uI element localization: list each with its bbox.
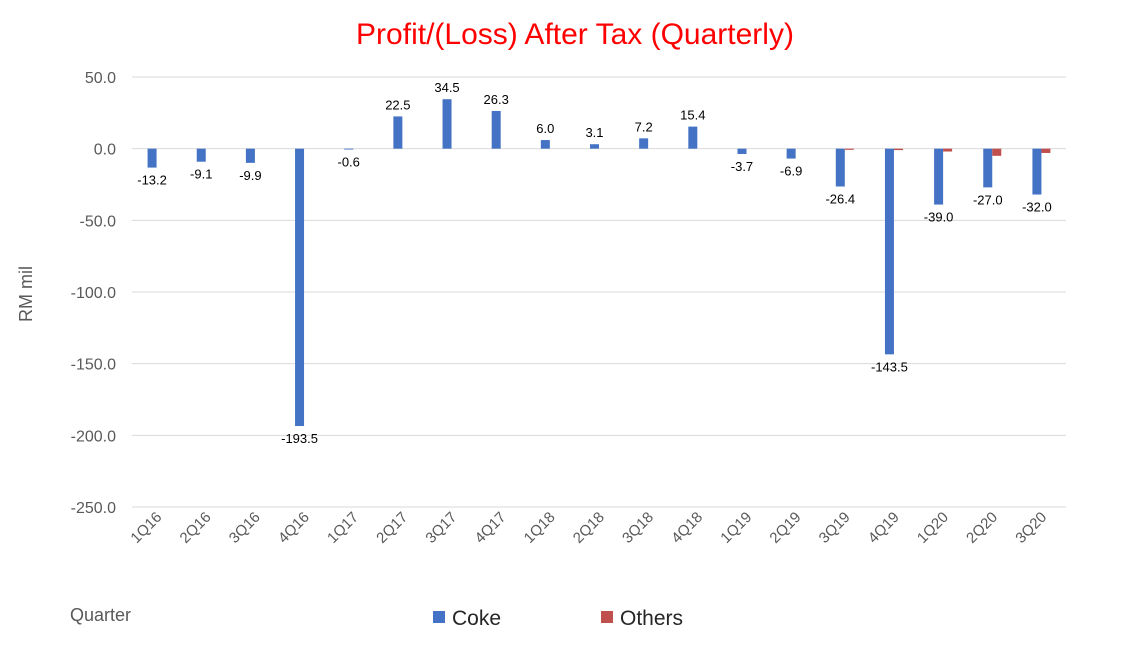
data-label: -143.5 <box>871 359 908 374</box>
x-axis-title: Quarter <box>70 605 131 625</box>
x-axis-labels: 1Q16 2Q16 3Q16 4Q16 1Q17 2Q17 3Q17 4Q17 1Q18 2Q18… <box>127 509 1050 547</box>
x-tick-label: 1Q16 <box>127 509 165 547</box>
x-tick-label: 2Q17 <box>373 509 411 547</box>
x-tick-label: 4Q16 <box>275 509 313 547</box>
bar-others-3q19 <box>844 148 854 150</box>
bars <box>147 99 1051 427</box>
bar-coke-4q18 <box>688 126 698 149</box>
bar-coke-1q17 <box>344 148 354 150</box>
data-label: 15.4 <box>680 108 705 123</box>
legend-swatch-others <box>601 611 613 623</box>
x-tick-label: 2Q19 <box>766 509 804 547</box>
gridlines <box>132 76 1066 508</box>
x-tick-label: 2Q18 <box>570 509 608 547</box>
data-label: -39.0 <box>924 210 954 225</box>
x-tick-label: 3Q17 <box>422 509 460 547</box>
bar-coke-4q19 <box>884 148 894 355</box>
x-tick-label: 2Q16 <box>177 509 215 547</box>
data-label: -9.1 <box>190 167 212 182</box>
data-label: -9.9 <box>239 168 261 183</box>
data-label: 34.5 <box>434 80 459 95</box>
x-tick-label: 3Q16 <box>226 509 264 547</box>
bar-coke-1q16 <box>147 148 157 168</box>
x-tick-label: 4Q18 <box>668 509 706 547</box>
bar-coke-1q19 <box>737 148 747 154</box>
x-tick-label: 4Q19 <box>865 509 903 547</box>
data-label: 22.5 <box>385 97 410 112</box>
x-tick-label: 1Q19 <box>717 509 755 547</box>
bar-coke-2q16 <box>196 148 206 162</box>
bar-coke-3q19 <box>835 148 845 187</box>
x-tick-label: 1Q18 <box>521 509 559 547</box>
bar-coke-3q17 <box>442 99 452 149</box>
y-tick-label: 50.0 <box>85 70 116 87</box>
data-label: 7.2 <box>635 119 653 134</box>
bar-coke-2q19 <box>786 148 796 159</box>
bar-coke-2q17 <box>393 116 403 149</box>
bar-coke-3q16 <box>245 148 255 163</box>
chart-title: Profit/(Loss) After Tax (Quarterly) <box>356 18 794 51</box>
bar-others-1q20 <box>943 148 953 152</box>
data-label: -26.4 <box>825 192 855 207</box>
data-label: -0.6 <box>338 155 360 170</box>
y-tick-label: -50.0 <box>80 213 117 230</box>
data-label: -32.0 <box>1022 200 1052 215</box>
data-label: 26.3 <box>484 92 509 107</box>
bar-others-3q20 <box>1041 148 1051 153</box>
y-tick-label: 0.0 <box>94 142 116 159</box>
x-tick-label: 3Q20 <box>1012 509 1050 547</box>
bar-coke-4q17 <box>491 110 501 149</box>
legend-label-coke: Coke <box>452 607 501 630</box>
bar-others-2q20 <box>992 148 1002 156</box>
x-tick-label: 2Q20 <box>963 509 1001 547</box>
bar-others-4q19 <box>893 148 903 151</box>
data-label: -13.2 <box>137 173 167 188</box>
legend-swatch-coke <box>433 611 445 623</box>
x-tick-label: 4Q17 <box>472 509 510 547</box>
data-label: -193.5 <box>281 431 318 446</box>
data-label: 6.0 <box>536 121 554 136</box>
data-label: -27.0 <box>973 192 1003 207</box>
x-tick-label: 1Q17 <box>324 509 362 547</box>
legend: Coke Others <box>433 607 683 630</box>
legend-label-others: Others <box>620 607 683 630</box>
bar-coke-2q18 <box>590 144 599 149</box>
y-tick-label: -100.0 <box>71 285 116 302</box>
data-label: -3.7 <box>731 159 753 174</box>
x-tick-label: 3Q19 <box>816 509 854 547</box>
bar-coke-3q18 <box>639 138 649 149</box>
y-tick-label: -150.0 <box>71 357 116 374</box>
data-label: -6.9 <box>780 164 802 179</box>
data-label: 3.1 <box>585 125 603 140</box>
data-labels: -13.2 -9.1 -9.9 -193.5 -0.6 22.5 34.5 26.3 6.0 3.… <box>137 80 1051 446</box>
bar-coke-1q18 <box>540 140 550 149</box>
x-tick-label: 3Q18 <box>619 509 657 547</box>
y-tick-label: -250.0 <box>71 500 116 517</box>
y-tick-label: -200.0 <box>71 428 116 445</box>
bar-coke-1q20 <box>934 148 944 205</box>
bar-coke-2q20 <box>983 148 993 188</box>
y-axis-ticks: 50.0 0.0 -50.0 -100.0 -150.0 -200.0 -250.0 <box>71 70 116 517</box>
y-axis-title: RM mil <box>16 266 36 322</box>
bar-coke-3q20 <box>1032 148 1042 195</box>
bar-coke-4q16 <box>295 148 305 427</box>
x-tick-label: 1Q20 <box>914 509 952 547</box>
